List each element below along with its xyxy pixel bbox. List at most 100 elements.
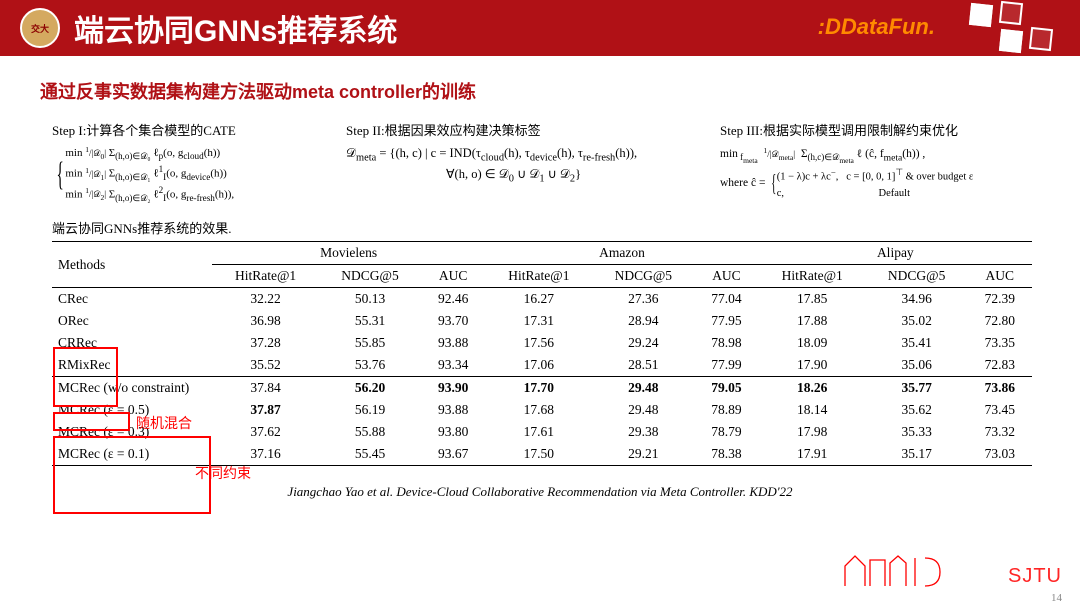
value-cell: 77.04 [694,288,758,311]
value-cell: 17.91 [759,443,866,466]
value-cell: 35.62 [866,399,968,421]
value-cell: 78.79 [694,421,758,443]
value-cell: 93.70 [421,310,485,332]
value-cell: 93.90 [421,377,485,400]
step-2-formula: 𝒟meta = {(h, c) | c = IND(τcloud(h), τde… [346,145,706,187]
step-1: Step I:计算各个集合模型的CATE { min 1/|𝒟0| Σ(h,o)… [52,120,332,204]
group-alipay: Alipay [759,242,1032,265]
value-cell: 73.35 [968,332,1032,354]
table-row: CRec32.2250.1392.4616.2727.3677.0417.853… [52,288,1032,311]
value-cell: 77.95 [694,310,758,332]
value-cell: 32.22 [212,288,319,311]
value-cell: 78.89 [694,399,758,421]
value-cell: 37.84 [212,377,319,400]
method-cell: RMixRec [52,354,212,377]
value-cell: 78.98 [694,332,758,354]
value-cell: 37.28 [212,332,319,354]
value-cell: 93.67 [421,443,485,466]
value-cell: 72.80 [968,310,1032,332]
value-cell: 73.32 [968,421,1032,443]
page-number: 14 [1051,592,1062,604]
label-diff-constraint: 不同约束 [195,463,251,483]
value-cell: 34.96 [866,288,968,311]
results-table: Methods Movielens Amazon Alipay HitRate@… [52,241,1032,466]
value-cell: 35.06 [866,354,968,377]
value-cell: 17.88 [759,310,866,332]
sjtu-decoration [840,548,970,588]
slide-subtitle: 通过反事实数据集构建方法驱动meta controller的训练 [40,78,1080,104]
step-3-label: Step III:根据实际模型调用限制解约束优化 [720,120,1040,139]
steps-row: Step I:计算各个集合模型的CATE { min 1/|𝒟0| Σ(h,o)… [52,120,1040,204]
value-cell: 93.80 [421,421,485,443]
value-cell: 37.62 [212,421,319,443]
table-caption: 端云协同GNNs推荐系统的效果. [52,218,1080,237]
label-random-mix: 随机混合 [136,413,192,433]
value-cell: 17.68 [485,399,592,421]
step-3: Step III:根据实际模型调用限制解约束优化 min fmeta 1/|𝒟m… [720,120,1040,204]
value-cell: 17.31 [485,310,592,332]
value-cell: 93.88 [421,399,485,421]
value-cell: 17.70 [485,377,592,400]
methods-header: Methods [52,242,212,288]
value-cell: 17.06 [485,354,592,377]
value-cell: 18.09 [759,332,866,354]
step-1-formula: { min 1/|𝒟0| Σ(h,o)∈𝒟₀ ℓp(o, gcloud(h)) … [52,145,332,204]
value-cell: 36.98 [212,310,319,332]
method-cell: MCRec (w/o constraint) [52,377,212,400]
value-cell: 28.94 [592,310,694,332]
value-cell: 29.21 [592,443,694,466]
sjtu-text: SJTU [1008,565,1062,588]
table-row: ORec36.9855.3193.7017.3128.9477.9517.883… [52,310,1032,332]
citation-text: Jiangchao Yao et al. Device-Cloud Collab… [0,484,1080,500]
value-cell: 18.26 [759,377,866,400]
value-cell: 37.87 [212,399,319,421]
header-decoration [960,0,1080,56]
value-cell: 17.56 [485,332,592,354]
value-cell: 16.27 [485,288,592,311]
value-cell: 17.50 [485,443,592,466]
value-cell: 35.77 [866,377,968,400]
value-cell: 50.13 [319,288,421,311]
value-cell: 29.48 [592,377,694,400]
value-cell: 56.19 [319,399,421,421]
step-1-label: Step I:计算各个集合模型的CATE [52,120,332,139]
value-cell: 93.88 [421,332,485,354]
value-cell: 73.86 [968,377,1032,400]
value-cell: 55.45 [319,443,421,466]
table-row: RMixRec35.5253.7693.3417.0628.5177.9917.… [52,354,1032,377]
value-cell: 28.51 [592,354,694,377]
method-cell: MCRec (ε = 0.1) [52,443,212,466]
value-cell: 17.85 [759,288,866,311]
slide-title: 端云协同GNNs推荐系统 [74,6,397,50]
value-cell: 29.48 [592,399,694,421]
value-cell: 55.88 [319,421,421,443]
value-cell: 93.34 [421,354,485,377]
table-row: MCRec (ε = 0.3)37.6255.8893.8017.6129.38… [52,421,1032,443]
value-cell: 92.46 [421,288,485,311]
value-cell: 78.38 [694,443,758,466]
value-cell: 55.85 [319,332,421,354]
table-row: CRRec37.2855.8593.8817.5629.2478.9818.09… [52,332,1032,354]
value-cell: 55.31 [319,310,421,332]
step-3-formula: min fmeta 1/|𝒟meta| Σ(h,c)∈𝒟meta ℓ (ĉ, f… [720,145,1040,201]
value-cell: 35.33 [866,421,968,443]
value-cell: 35.52 [212,354,319,377]
value-cell: 35.17 [866,443,968,466]
value-cell: 35.02 [866,310,968,332]
value-cell: 29.24 [592,332,694,354]
value-cell: 17.61 [485,421,592,443]
method-cell: CRec [52,288,212,311]
value-cell: 72.83 [968,354,1032,377]
value-cell: 17.90 [759,354,866,377]
university-logo: 交大 [20,8,60,48]
value-cell: 29.38 [592,421,694,443]
value-cell: 73.45 [968,399,1032,421]
value-cell: 35.41 [866,332,968,354]
group-movielens: Movielens [212,242,485,265]
table-row: MCRec (w/o constraint)37.8456.2093.9017.… [52,377,1032,400]
datafun-logo: :DDataFun. [818,14,935,40]
table-group-header: Methods Movielens Amazon Alipay [52,242,1032,265]
group-amazon: Amazon [485,242,758,265]
value-cell: 56.20 [319,377,421,400]
method-cell: CRRec [52,332,212,354]
